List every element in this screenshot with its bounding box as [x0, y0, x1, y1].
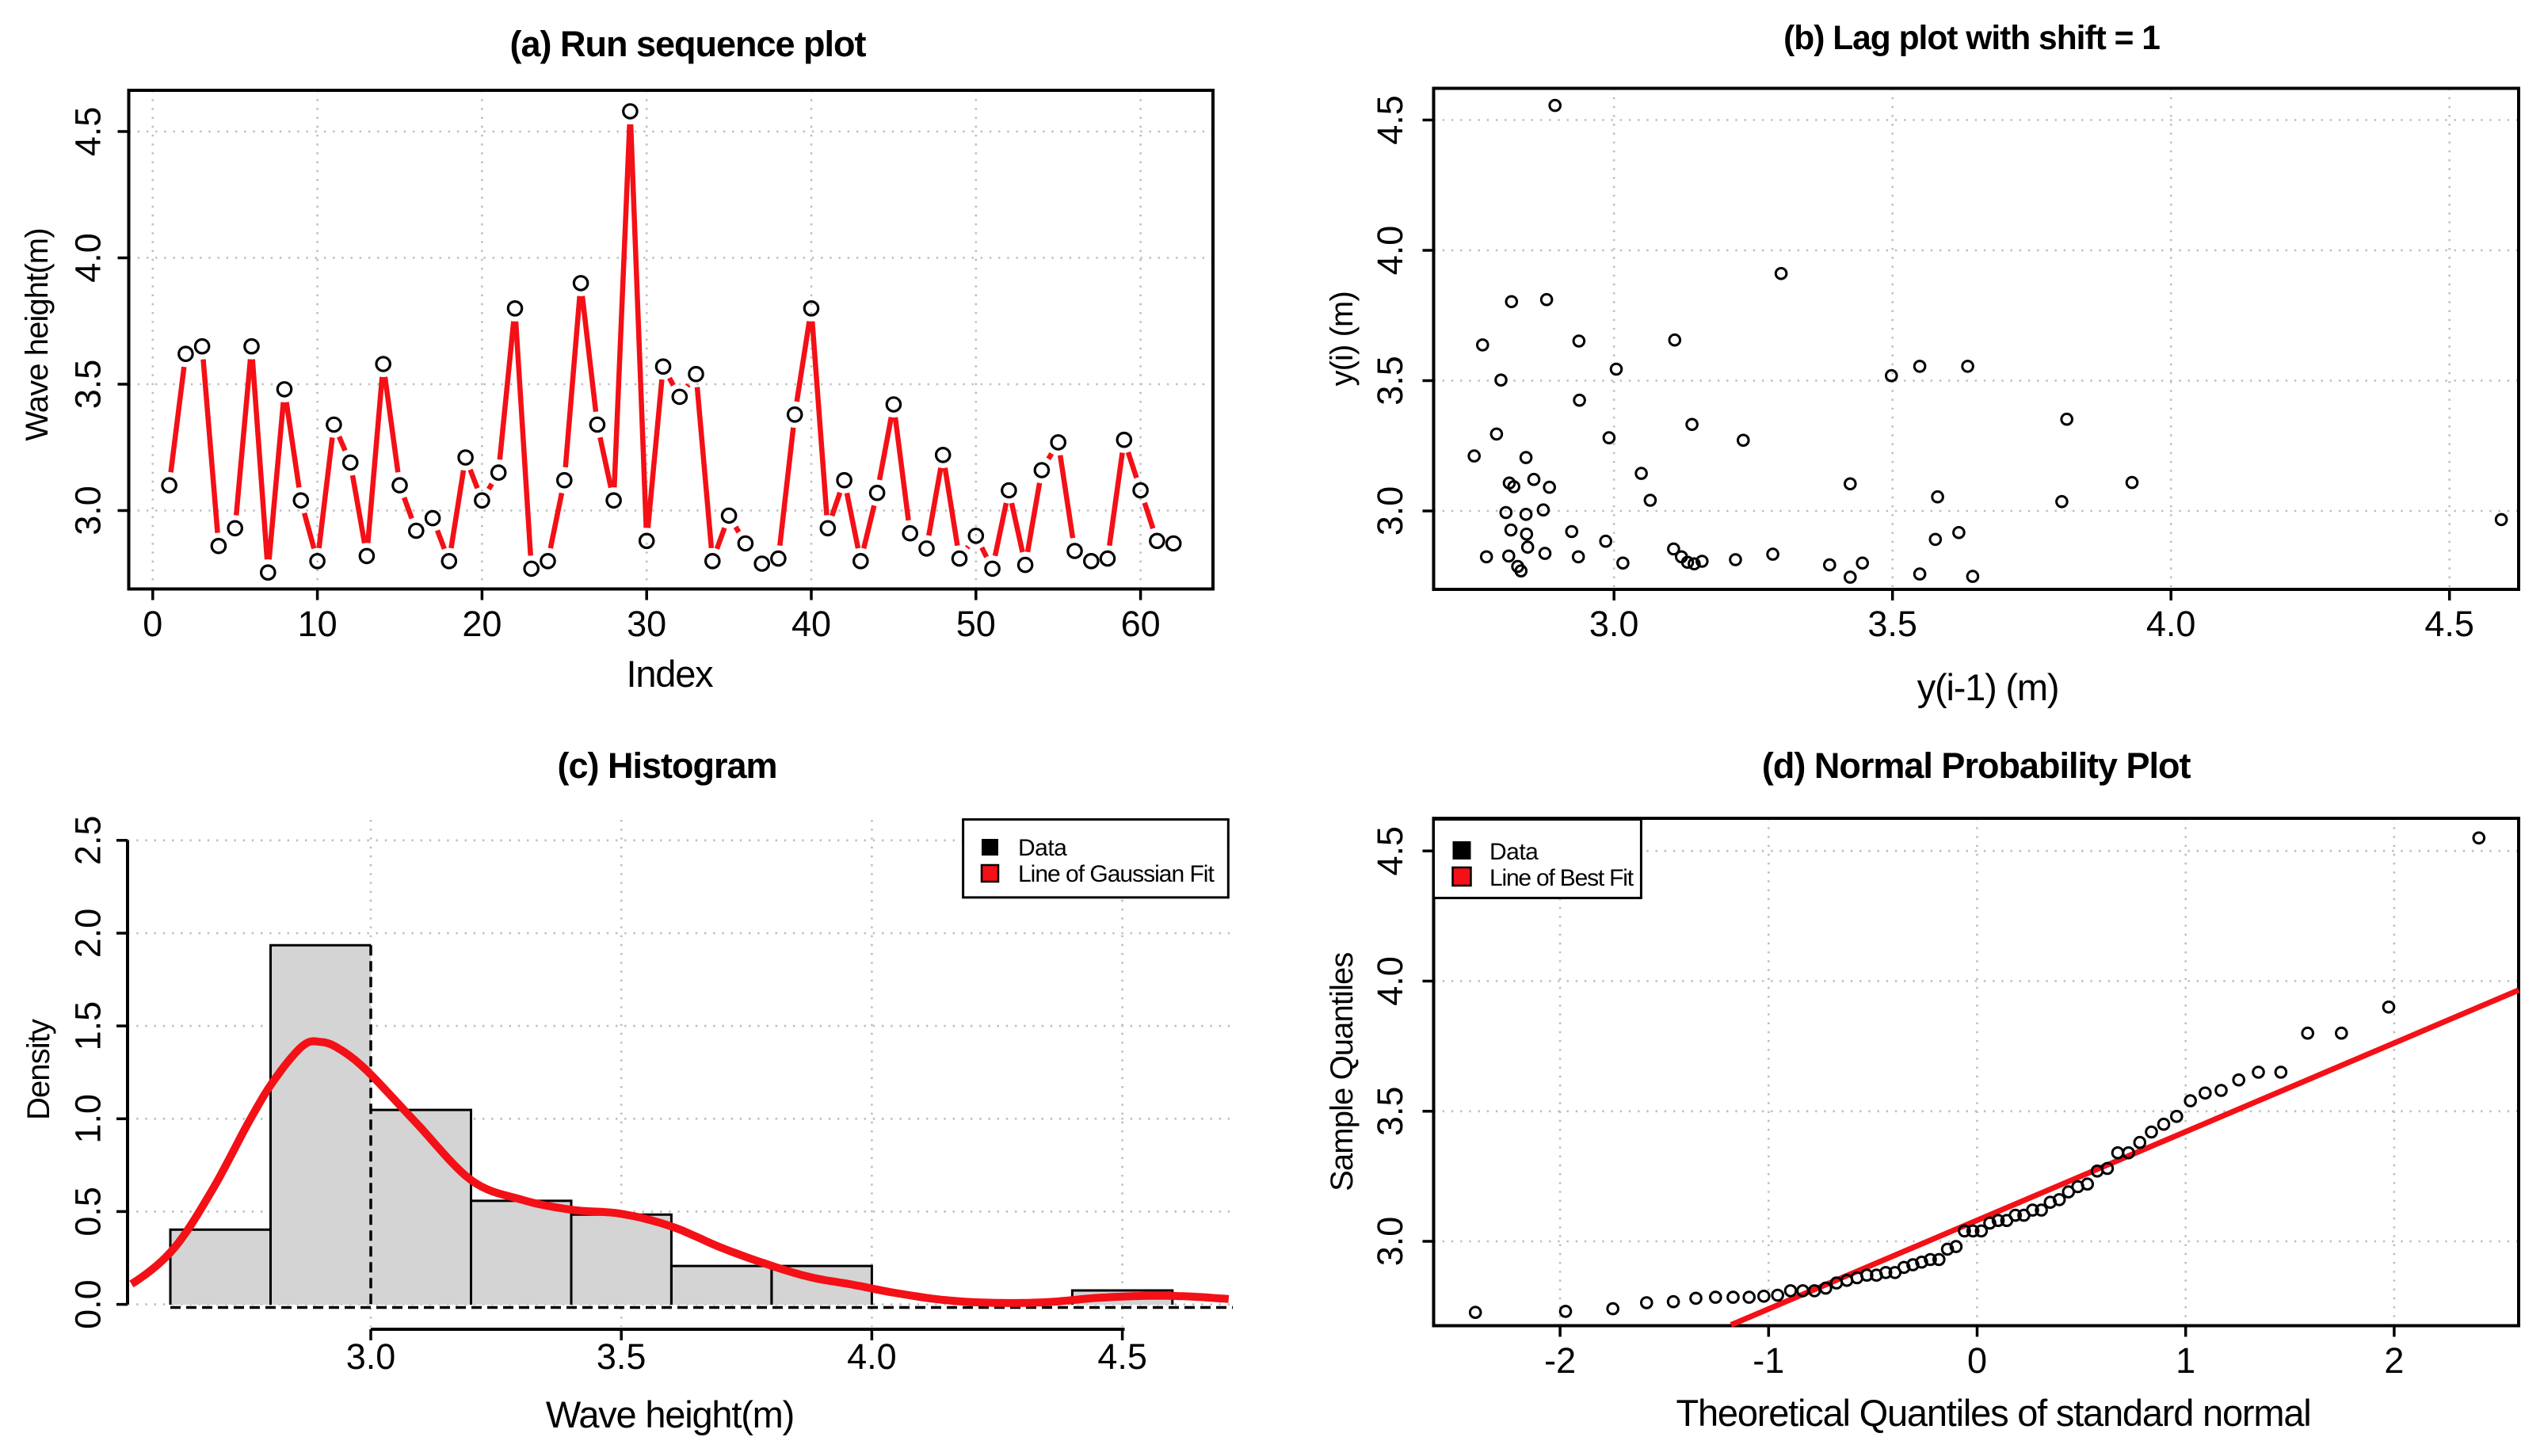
svg-text:4.0: 4.0: [1370, 956, 1410, 1006]
svg-text:Data: Data: [1018, 835, 1067, 861]
svg-text:20: 20: [462, 604, 502, 644]
svg-text:Sample Quantiles: Sample Quantiles: [1325, 953, 1360, 1191]
svg-text:4.0: 4.0: [1370, 226, 1410, 276]
svg-text:-2: -2: [1544, 1340, 1576, 1381]
svg-text:Index: Index: [627, 653, 714, 695]
svg-text:(a) Run sequence plot: (a) Run sequence plot: [509, 24, 866, 64]
svg-text:4.5: 4.5: [68, 107, 109, 157]
svg-text:Data: Data: [1489, 839, 1539, 865]
svg-text:0.0: 0.0: [68, 1279, 109, 1329]
svg-text:3.0: 3.0: [1589, 604, 1639, 644]
svg-text:3.5: 3.5: [1867, 604, 1917, 644]
svg-text:(c) Histogram: (c) Histogram: [557, 745, 776, 786]
svg-text:10: 10: [298, 604, 338, 644]
svg-text:Line of Best Fit: Line of Best Fit: [1489, 865, 1634, 891]
svg-text:Wave height(m): Wave height(m): [20, 228, 55, 440]
svg-text:4.5: 4.5: [1097, 1336, 1147, 1377]
svg-text:(b) Lag plot with shift = 1: (b) Lag plot with shift = 1: [1783, 20, 2160, 57]
svg-text:40: 40: [791, 604, 831, 644]
svg-text:4.5: 4.5: [1370, 826, 1410, 876]
svg-text:4.0: 4.0: [68, 233, 109, 283]
svg-text:3.0: 3.0: [1370, 1217, 1410, 1267]
svg-text:y(i-1) (m): y(i-1) (m): [1917, 666, 2059, 708]
svg-text:0.5: 0.5: [68, 1187, 109, 1237]
svg-text:Density: Density: [21, 1019, 56, 1120]
svg-text:3.5: 3.5: [1370, 1087, 1410, 1137]
svg-text:3.0: 3.0: [68, 486, 109, 536]
svg-text:4.0: 4.0: [2146, 604, 2196, 644]
svg-text:3.0: 3.0: [1370, 486, 1410, 536]
svg-text:Line of Gaussian Fit: Line of Gaussian Fit: [1018, 861, 1215, 887]
svg-text:1.0: 1.0: [68, 1094, 109, 1144]
svg-text:1: 1: [2176, 1340, 2195, 1381]
svg-text:4.5: 4.5: [1370, 95, 1410, 145]
svg-text:50: 50: [956, 604, 996, 644]
svg-text:60: 60: [1121, 604, 1161, 644]
svg-text:1.5: 1.5: [68, 1001, 109, 1051]
svg-text:3.5: 3.5: [597, 1336, 646, 1377]
svg-text:3.5: 3.5: [68, 360, 109, 410]
svg-text:3.5: 3.5: [1370, 356, 1410, 406]
svg-text:(d) Normal Probability Plot: (d) Normal Probability Plot: [1762, 745, 2191, 786]
svg-text:y(i) (m): y(i) (m): [1325, 292, 1360, 386]
svg-text:0: 0: [143, 604, 162, 644]
svg-text:2: 2: [2384, 1340, 2404, 1381]
svg-text:Wave height(m): Wave height(m): [546, 1393, 794, 1435]
svg-text:2.0: 2.0: [68, 909, 109, 959]
svg-text:Theoretical Quantiles of stand: Theoretical Quantiles of standard normal: [1676, 1392, 2310, 1434]
svg-text:4.5: 4.5: [2424, 604, 2474, 644]
svg-text:0: 0: [1967, 1340, 1987, 1381]
svg-text:2.5: 2.5: [68, 816, 109, 866]
svg-text:3.0: 3.0: [346, 1336, 396, 1377]
svg-text:30: 30: [627, 604, 666, 644]
svg-text:-1: -1: [1753, 1340, 1784, 1381]
svg-text:4.0: 4.0: [847, 1336, 897, 1377]
